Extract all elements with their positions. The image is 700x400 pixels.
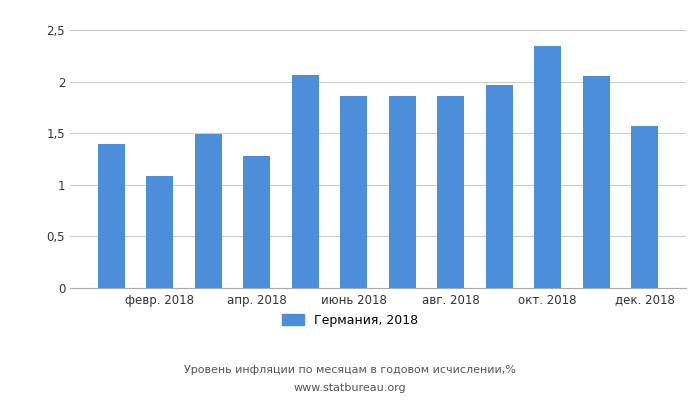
Bar: [438, 96, 464, 288]
Text: www.statbureau.org: www.statbureau.org: [294, 383, 406, 393]
Bar: [340, 96, 367, 288]
Bar: [146, 176, 173, 288]
Bar: [486, 85, 512, 288]
Text: Уровень инфляции по месяцам в годовом исчислении,%: Уровень инфляции по месяцам в годовом ис…: [184, 365, 516, 375]
Bar: [292, 75, 318, 288]
Legend: Германия, 2018: Германия, 2018: [276, 309, 424, 332]
Bar: [244, 156, 270, 288]
Bar: [583, 76, 610, 288]
Bar: [631, 126, 658, 288]
Bar: [195, 134, 222, 288]
Bar: [534, 46, 561, 288]
Bar: [389, 96, 416, 288]
Bar: [98, 144, 125, 288]
